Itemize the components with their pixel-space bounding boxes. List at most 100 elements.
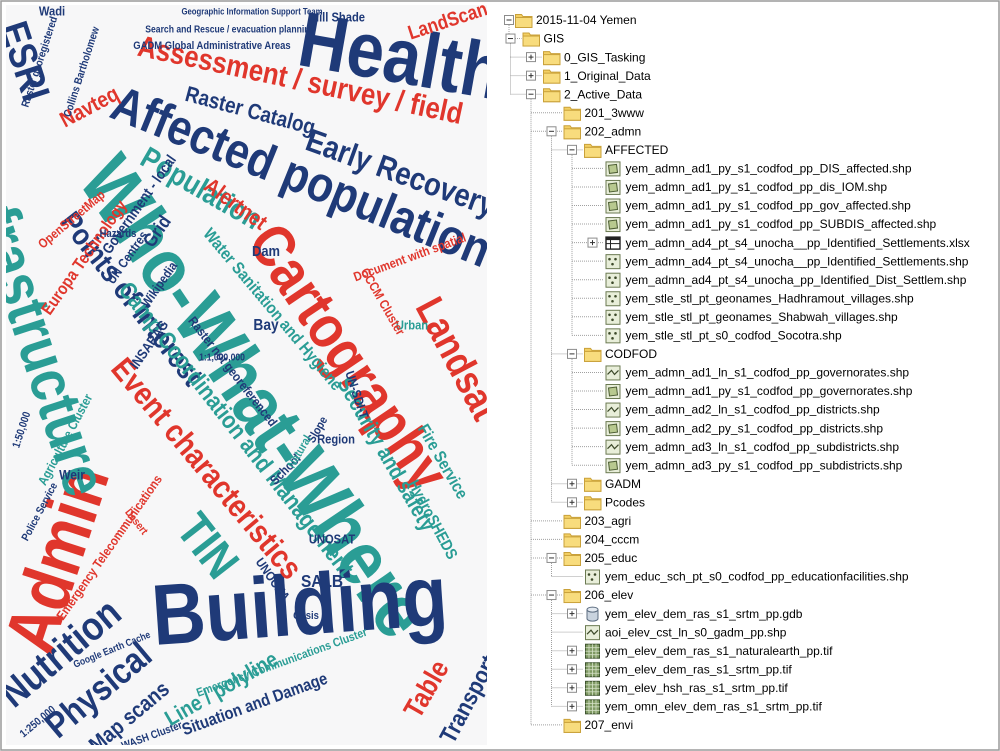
folder-front xyxy=(543,54,561,66)
expand-toggle[interactable] xyxy=(567,664,577,675)
icon-folder xyxy=(584,477,602,492)
cloud-word: Hazards xyxy=(100,228,137,240)
cloud-word: Search and Rescue / evacuation planning xyxy=(145,24,315,35)
icon-folder xyxy=(563,514,581,529)
icon-raster xyxy=(585,699,600,715)
file-label[interactable]: yem_admn_ad4_pt_s4_unocha__pp_Identified… xyxy=(626,236,970,250)
file-label[interactable]: yem_omn_elev_dem_ras_s1_srtm_pp.tif xyxy=(605,700,822,714)
folder-label[interactable]: 202_admn xyxy=(585,124,642,138)
icon-folder xyxy=(584,496,602,511)
folder-label[interactable]: Pcodes xyxy=(605,495,645,509)
file-label[interactable]: yem_educ_sch_pt_s0_codfod_pp_educationfa… xyxy=(605,570,909,584)
expand-toggle[interactable] xyxy=(546,126,557,137)
file-label[interactable]: yem_elev_dem_ras_s1_naturalearth_pp.tif xyxy=(605,644,833,658)
file-label[interactable]: yem_stle_stl_pt_geonames_Hadhramout_vill… xyxy=(626,291,914,305)
line-glyph xyxy=(607,443,619,450)
expand-toggle[interactable] xyxy=(567,144,577,155)
cloud-word: Dam xyxy=(252,242,280,259)
folder-front xyxy=(584,146,602,158)
folder-front xyxy=(543,91,561,103)
folder-label[interactable]: CODFOD xyxy=(605,347,657,361)
file-label[interactable]: yem_admn_ad4_pt_s4_unocha__pp_Identified… xyxy=(626,254,969,268)
file-label[interactable]: yem_admn_ad2_py_s1_codfod_pp_districts.s… xyxy=(626,421,884,435)
folder-label[interactable]: 2015-11-04 Yemen xyxy=(536,13,637,27)
file-label[interactable]: yem_stle_stl_pt_geonames_Shabwah_village… xyxy=(626,310,899,324)
expand-toggle[interactable] xyxy=(546,590,557,601)
file-label[interactable]: yem_admn_ad1_py_s1_codfod_pp_DIS_affecte… xyxy=(626,162,912,176)
cloud-word: UNOSAT xyxy=(309,532,356,547)
file-label[interactable]: yem_admn_ad1_py_s1_codfod_pp_governorate… xyxy=(626,384,913,398)
file-label[interactable]: yem_admn_ad3_ln_s1_codfod_pp_subdistrict… xyxy=(626,440,900,454)
folder-front xyxy=(563,592,581,604)
expand-toggle[interactable] xyxy=(504,15,514,25)
folder-label[interactable]: 207_envi xyxy=(585,718,634,732)
file-label[interactable]: yem_stle_stl_pt_s0_codfod_Socotra.shp xyxy=(626,329,842,343)
cloud-word: Bay xyxy=(253,316,279,334)
icon-polygon xyxy=(605,217,621,233)
cloud-word: Weir xyxy=(59,467,85,483)
expand-toggle[interactable] xyxy=(505,33,516,44)
layer-box xyxy=(605,328,621,344)
file-label[interactable]: yem_admn_ad1_py_s1_codfod_pp_gov_affecte… xyxy=(626,199,912,213)
point-glyph xyxy=(608,313,611,317)
gdb-cylinder xyxy=(586,609,599,622)
line-glyph xyxy=(607,406,619,413)
folder-label[interactable]: GADM xyxy=(605,477,641,491)
cloud-word: Wadi xyxy=(39,4,65,19)
folder-label[interactable]: 201_3www xyxy=(585,106,645,120)
expand-toggle[interactable] xyxy=(526,70,536,81)
folder-label[interactable]: 205_educ xyxy=(585,551,638,565)
polygon-glyph xyxy=(607,200,619,212)
folder-label[interactable]: GIS xyxy=(544,32,565,46)
file-label[interactable]: yem_elev_dem_ras_s1_srtm_pp.gdb xyxy=(605,607,803,621)
icon-polygon xyxy=(605,161,621,177)
cloud-word: Oasis xyxy=(293,610,319,622)
expand-toggle[interactable] xyxy=(567,608,577,619)
file-label[interactable]: yem_admn_ad4_pt_s4_unocha_pp_Identified_… xyxy=(626,273,967,287)
expand-toggle[interactable] xyxy=(526,89,536,100)
point-glyph xyxy=(611,337,614,340)
file-label[interactable]: yem_elev_hsh_ras_s1_srtm_pp.tif xyxy=(605,681,788,695)
expand-toggle[interactable] xyxy=(567,478,577,489)
file-label[interactable]: aoi_elev_cst_ln_s0_gadm_pp.shp xyxy=(605,625,787,639)
cloud-word: Building xyxy=(149,546,451,663)
icon-raster xyxy=(585,680,600,696)
file-label[interactable]: yem_admn_ad1_py_s1_codfod_pp_SUBDIS_affe… xyxy=(626,217,937,231)
expand-toggle[interactable] xyxy=(567,497,577,508)
file-label[interactable]: yem_admn_ad3_py_s1_codfod_pp_subdistrict… xyxy=(626,458,903,472)
folder-label[interactable]: 206_elev xyxy=(585,588,634,602)
point-glyph xyxy=(614,276,617,279)
folder-front xyxy=(563,109,581,121)
point-glyph xyxy=(614,332,617,335)
expand-toggle[interactable] xyxy=(526,52,536,63)
icon-raster xyxy=(585,643,600,659)
folder-label[interactable]: 2_Active_Data xyxy=(564,87,642,101)
icon-folder xyxy=(584,143,602,158)
file-label[interactable]: yem_admn_ad1_ln_s1_codfod_pp_governorate… xyxy=(626,366,910,380)
point-glyph xyxy=(608,276,611,279)
folder-label[interactable]: AFFECTED xyxy=(605,143,669,157)
file-label[interactable]: yem_elev_dem_ras_s1_srtm_pp.tif xyxy=(605,662,792,676)
folder-label[interactable]: 203_agri xyxy=(585,514,632,528)
folder-label[interactable]: 1_Original_Data xyxy=(564,69,651,83)
folder-front xyxy=(543,72,561,84)
expand-toggle[interactable] xyxy=(587,237,598,248)
folder-front xyxy=(522,35,540,47)
folder-label[interactable]: 204_cccm xyxy=(585,533,640,547)
point-glyph xyxy=(590,578,594,581)
folder-front xyxy=(584,499,602,511)
expand-toggle[interactable] xyxy=(546,552,557,563)
expand-toggle[interactable] xyxy=(567,348,577,359)
expand-toggle[interactable] xyxy=(567,701,577,712)
expand-toggle[interactable] xyxy=(567,645,577,656)
layer-box xyxy=(605,254,621,270)
point-glyph xyxy=(614,257,617,261)
point-glyph xyxy=(611,299,614,303)
icon-polygon xyxy=(605,198,621,214)
file-label[interactable]: yem_admn_ad2_ln_s1_codfod_pp_districts.s… xyxy=(626,403,880,417)
cloud-word: Urban xyxy=(396,318,428,333)
file-label[interactable]: yem_admn_ad1_py_s1_codfod_pp_dis_IOM.shp xyxy=(626,180,888,194)
folder-label[interactable]: 0_GIS_Tasking xyxy=(564,50,645,64)
expand-toggle[interactable] xyxy=(567,682,577,693)
